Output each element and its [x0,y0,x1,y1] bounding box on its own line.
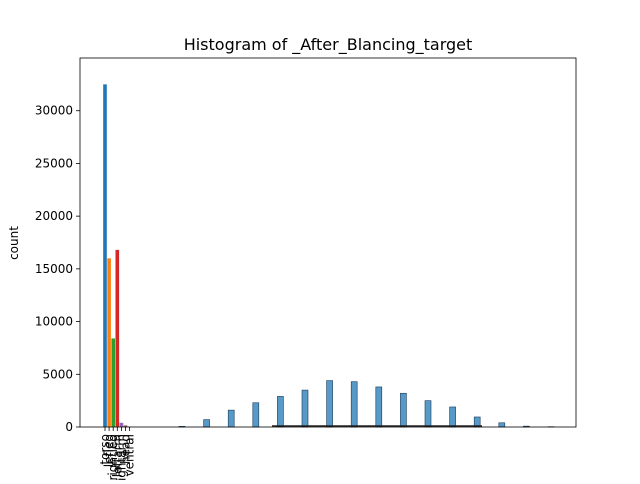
x-tick-label-ventral: ventral [123,434,137,476]
histogram-bin-10 [425,401,431,427]
histogram-bin-8 [376,387,382,427]
y-tick-label-25000: 25000 [35,156,73,170]
y-axis-label: count [7,226,21,260]
histogram-bin-3 [253,403,259,427]
y-tick-label-30000: 30000 [35,104,73,118]
category-bar-leftarm [116,250,120,427]
category-bar-torso [103,84,107,427]
category-bar-lefleg [107,258,111,427]
y-tick-label-20000: 20000 [35,209,73,223]
histogram-bin-5 [302,390,308,427]
chart-title: Histogram of _After_Blancing_target [184,35,473,55]
histogram-bin-6 [327,381,333,427]
y-tick-label-0: 0 [65,420,73,434]
histogram-bin-11 [450,407,456,427]
histogram-bin-4 [277,396,283,427]
histogram-bin-13 [499,423,505,427]
category-bar-rightleg [111,338,115,427]
histogram-bin-7 [351,382,357,427]
y-tick-label-15000: 15000 [35,262,73,276]
histogram-bin-2 [228,410,234,427]
histogram-bin-9 [400,393,406,427]
y-tick-label-10000: 10000 [35,315,73,329]
histogram-bin-1 [204,420,210,427]
y-tick-label-5000: 5000 [42,367,73,381]
category-bar-rightarm [120,423,124,427]
